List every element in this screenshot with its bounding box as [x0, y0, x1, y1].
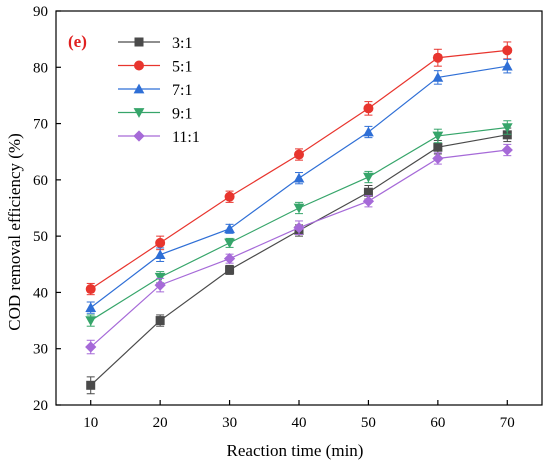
data-point	[155, 316, 165, 326]
panel-label: (e)	[68, 32, 87, 51]
axes: 10 20 30 40 50 60 70 20 30 40 50 60 70 80 90	[33, 4, 543, 431]
data-point	[363, 172, 374, 183]
data-point	[363, 187, 373, 197]
data-point	[433, 142, 443, 152]
data-point	[86, 380, 96, 390]
series-11-to-1	[85, 143, 513, 355]
data-point	[432, 72, 444, 82]
data-point	[154, 272, 166, 283]
data-point	[223, 253, 236, 265]
data-point	[432, 52, 443, 63]
data-point	[363, 103, 374, 114]
data-point	[293, 172, 305, 183]
series-5-to-1	[85, 41, 513, 296]
legend-entry: 5:1	[118, 59, 192, 76]
series-7-to-1	[85, 58, 513, 314]
x-tick-label: 10	[83, 415, 98, 431]
data-point	[85, 341, 97, 353]
legend-marker	[133, 130, 145, 142]
series-layer	[85, 41, 513, 395]
data-point	[363, 126, 374, 137]
data-point	[85, 302, 97, 312]
y-tick-label: 30	[33, 342, 48, 358]
legend-label: 5:1	[172, 59, 192, 76]
legend-marker	[133, 108, 145, 118]
y-tick-label: 20	[33, 398, 48, 414]
x-tick-label: 30	[222, 415, 237, 431]
data-point	[501, 123, 513, 133]
legend-entry: 9:1	[118, 106, 192, 123]
data-point	[85, 316, 97, 326]
data-point	[502, 45, 513, 56]
y-tick-label: 80	[33, 60, 48, 76]
x-tick-label: 40	[292, 415, 307, 431]
x-tick-label: 20	[153, 415, 168, 431]
data-point	[293, 203, 305, 214]
legend-label: 9:1	[172, 106, 192, 123]
x-tick-label: 50	[361, 415, 376, 431]
legend-entry: 3:1	[118, 35, 192, 52]
y-tick-label: 90	[33, 4, 48, 20]
data-point	[502, 130, 512, 140]
y-axis-title: COD removal efficiency (%)	[5, 133, 24, 330]
legend-label: 11:1	[172, 129, 200, 146]
data-point	[501, 144, 513, 156]
y-tick-label: 40	[33, 285, 48, 301]
y-tick-label: 60	[33, 173, 48, 189]
data-point	[224, 191, 235, 202]
data-point	[362, 195, 375, 207]
series-9-to-1	[85, 120, 513, 327]
legend-marker	[134, 60, 144, 71]
legend-entry: 7:1	[118, 82, 192, 99]
y-tick-label: 70	[33, 117, 48, 133]
x-axis-title: Reaction time (min)	[227, 441, 364, 460]
data-point	[224, 223, 235, 234]
data-point	[294, 149, 304, 160]
data-point	[154, 279, 166, 291]
legend-entry: 11:1	[118, 129, 200, 146]
data-point	[224, 238, 235, 249]
data-point	[432, 152, 444, 165]
legend-label: 7:1	[172, 82, 192, 99]
legend-label: 3:1	[172, 35, 192, 52]
data-point	[154, 249, 166, 260]
data-point	[432, 131, 444, 142]
data-point	[155, 237, 166, 248]
x-tick-label: 70	[500, 415, 515, 431]
data-point	[85, 284, 96, 295]
data-point	[225, 265, 235, 275]
data-point	[293, 222, 305, 234]
x-tick-label: 60	[430, 415, 445, 431]
legend-marker	[133, 83, 145, 94]
legend: 3:1 5:1 7:1 9:1 11:1	[118, 35, 200, 146]
data-point	[501, 60, 513, 71]
legend-marker	[134, 37, 144, 47]
y-tick-label: 50	[33, 229, 48, 245]
